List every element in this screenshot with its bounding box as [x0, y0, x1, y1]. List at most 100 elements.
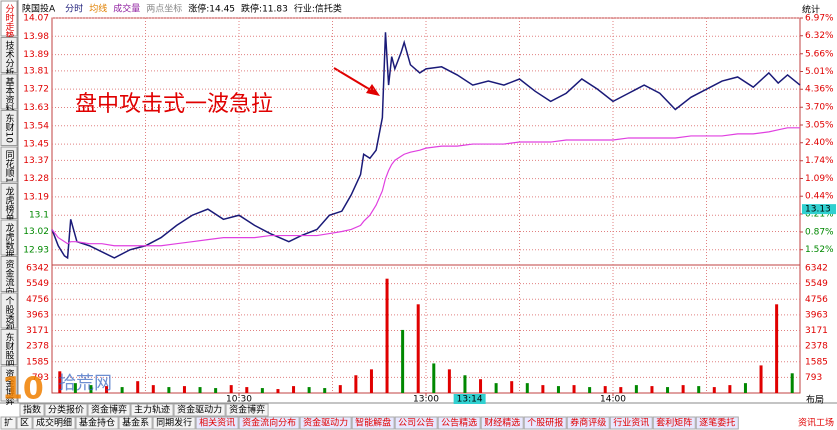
sidebar-tab-label[interactable]: 东财股吧	[4, 331, 15, 368]
cursor-x-box	[453, 394, 486, 404]
watermark-text: 拾荒网	[58, 373, 112, 394]
sidebar-tab[interactable]	[0, 365, 18, 402]
y2-tick-label: 3.05%	[805, 120, 834, 130]
tab-label[interactable]: 相关资讯	[199, 417, 235, 429]
sidebar-tab-label[interactable]: 龙虎榜单	[4, 185, 15, 223]
tab[interactable]	[130, 403, 174, 417]
tab-label[interactable]: 成交明细	[36, 417, 72, 429]
volume-bar	[619, 387, 623, 393]
tab[interactable]	[695, 416, 739, 430]
tab[interactable]	[118, 416, 153, 430]
tab-label[interactable]: 资金驱动力	[303, 417, 348, 429]
tab[interactable]	[19, 403, 45, 417]
tab-label[interactable]: 资金博弈	[229, 404, 265, 416]
y-tick-label: 6342	[26, 264, 49, 274]
tab-label[interactable]: 券商评级	[570, 417, 606, 429]
y2-tick-label: 3.70%	[805, 103, 834, 113]
tab-label[interactable]: 资金驱动力	[177, 404, 222, 416]
tab[interactable]	[652, 416, 696, 430]
y-tick-label: 793	[32, 373, 49, 383]
sidebar-tab[interactable]	[0, 146, 18, 183]
y2-tick-label: 6.97%	[805, 14, 834, 24]
tab[interactable]	[16, 416, 33, 430]
tab-label[interactable]: 智能解盘	[355, 417, 391, 429]
tab-label[interactable]: 资金流向分布	[242, 417, 296, 429]
sidebar-tab[interactable]	[0, 329, 18, 365]
volume-bar	[338, 385, 342, 393]
tab-label[interactable]: 个股研报	[527, 417, 563, 429]
tab[interactable]	[351, 416, 395, 430]
tab[interactable]	[195, 416, 239, 430]
tab-label[interactable]: 基金持仓	[79, 417, 115, 429]
tab[interactable]	[437, 416, 481, 430]
sidebar-tab[interactable]	[0, 110, 18, 146]
tab[interactable]	[238, 416, 300, 430]
volume-bar	[510, 381, 514, 393]
volume-bar	[697, 386, 701, 393]
y-tick-label: 14.07	[23, 14, 49, 24]
tab-label[interactable]: 主力轨迹	[134, 404, 170, 416]
sidebar-tab[interactable]	[0, 0, 18, 37]
tab[interactable]	[609, 416, 653, 430]
y-tick-label: 12.93	[23, 245, 49, 255]
volume-bar	[73, 383, 77, 393]
y-tick-label: 4756	[26, 295, 49, 305]
volume-bar	[650, 386, 654, 393]
tab-label[interactable]: 分类报价	[48, 404, 84, 416]
tab-label[interactable]: 同期发行	[156, 417, 192, 429]
volume-bar	[525, 383, 529, 393]
sidebar-tab[interactable]	[0, 73, 18, 110]
tab[interactable]	[87, 403, 131, 417]
sidebar-tab[interactable]	[0, 37, 18, 73]
tab[interactable]	[32, 416, 76, 430]
volume-bar	[416, 304, 420, 393]
tab-label[interactable]: 行业资讯	[613, 417, 649, 429]
tab[interactable]	[75, 416, 119, 430]
tab-label[interactable]: 财经精选	[484, 417, 520, 429]
tab-label[interactable]: 区	[20, 418, 29, 429]
tab-label[interactable]: 基金系	[122, 417, 149, 429]
sidebar-tab-label[interactable]: 基本资料	[4, 76, 15, 114]
annotation-arrow	[333, 67, 375, 93]
y-tick-label: 1585	[26, 357, 49, 367]
sidebar-tab-label[interactable]: 个股透视	[4, 296, 15, 333]
sidebar-tab-label[interactable]: 龙虎数据	[4, 222, 15, 260]
y-tick-label: 13.19	[23, 192, 49, 202]
tab-label[interactable]: 扩	[4, 417, 13, 429]
sidebar-tab[interactable]	[0, 256, 18, 292]
tab[interactable]	[0, 416, 17, 430]
tab[interactable]	[566, 416, 610, 430]
volume-bar	[666, 387, 670, 393]
sidebar-tab-label[interactable]: 东财10	[4, 112, 15, 143]
tab-label[interactable]: 公司公告	[398, 417, 434, 429]
news-button[interactable]: 资讯工场	[798, 418, 834, 429]
tab-label[interactable]: 指数	[23, 404, 41, 416]
sidebar-tab-label[interactable]: 分时走势	[4, 4, 15, 41]
sidebar-tab[interactable]	[0, 292, 18, 329]
y2-tick-label: 5.01%	[805, 67, 834, 77]
tab[interactable]	[480, 416, 524, 430]
tab-label[interactable]: 资金博弈	[91, 404, 127, 416]
tab[interactable]	[299, 416, 352, 430]
volume-bar	[541, 385, 545, 393]
tab[interactable]	[152, 416, 196, 430]
tab[interactable]	[44, 403, 88, 417]
sidebar-tab[interactable]	[0, 183, 18, 219]
stat-button[interactable]: 统计	[802, 4, 820, 16]
sidebar-tab-label[interactable]: 资金博弈	[4, 369, 15, 406]
tab[interactable]	[523, 416, 567, 430]
sidebar-tab[interactable]	[0, 219, 18, 256]
volume-bar	[120, 387, 124, 393]
tab[interactable]	[394, 416, 438, 430]
layout-button[interactable]: 布局	[806, 394, 824, 406]
sidebar-tab-label[interactable]: 同花顺10	[4, 150, 15, 189]
tab[interactable]	[173, 403, 226, 417]
sidebar-tab-label[interactable]: 资金流向	[4, 259, 15, 295]
y-tick-label-right: 2378	[805, 342, 828, 352]
tab-label[interactable]: 逐笔委托	[699, 417, 735, 429]
tab-label[interactable]: 套利矩阵	[656, 417, 692, 429]
sidebar-tab-label[interactable]: 技术分析	[4, 39, 15, 77]
volume-bar	[759, 365, 763, 393]
tab-label[interactable]: 公告精选	[441, 417, 477, 429]
tab[interactable]	[225, 403, 269, 417]
